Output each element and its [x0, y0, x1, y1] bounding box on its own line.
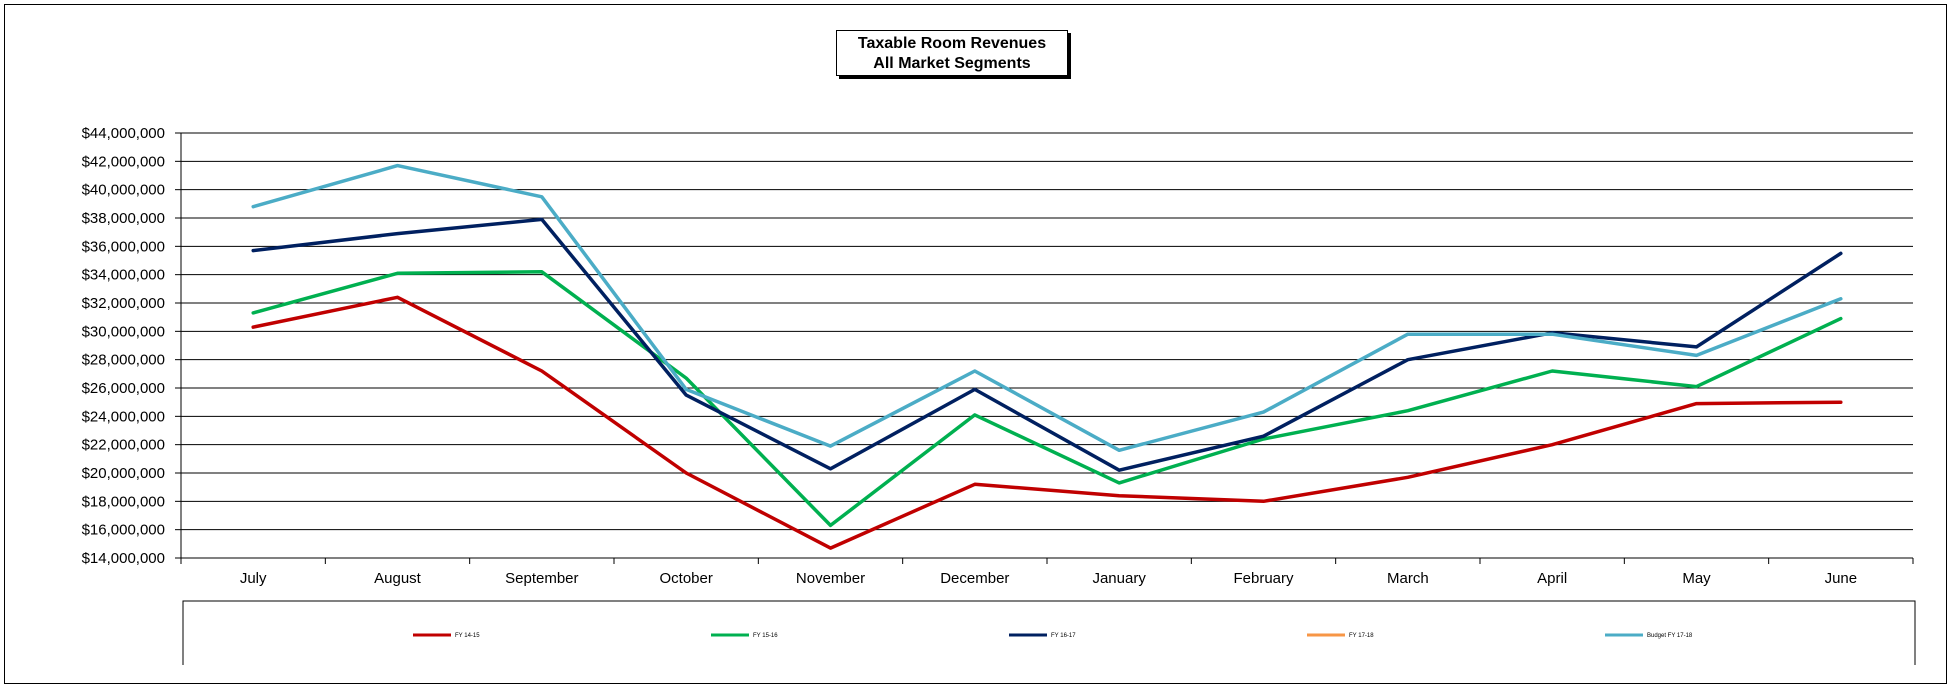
x-tick-label: May [1682, 570, 1711, 587]
series-line [251, 163, 1843, 453]
y-tick-label: $22,000,000 [82, 437, 165, 454]
y-tick-label: $16,000,000 [82, 522, 165, 539]
y-tick-label: $36,000,000 [82, 238, 165, 255]
x-tick-label: March [1387, 570, 1429, 587]
x-tick-label: December [940, 570, 1009, 587]
x-tick-label: February [1233, 570, 1294, 587]
x-tick-label: April [1537, 570, 1567, 587]
x-tick-label: November [796, 570, 865, 587]
y-tick-label: $30,000,000 [82, 323, 165, 340]
legend-label: FY 16-17 [1051, 633, 1076, 639]
chart-subtitle: All Market Segments [873, 55, 1031, 72]
y-tick-label: $42,000,000 [82, 153, 165, 170]
chart-title: Taxable Room Revenues [857, 35, 1047, 52]
x-tick-label: June [1825, 570, 1858, 587]
series-line [251, 217, 1843, 472]
legend [182, 600, 1916, 665]
legend-label: FY 17-18 [1349, 633, 1374, 639]
y-tick-label: $44,000,000 [82, 125, 165, 142]
legend-label: Budget FY 17-18 [1647, 633, 1693, 639]
series-line [251, 295, 1843, 550]
legend-label: FY 14-15 [455, 633, 480, 639]
chart-title-box: Taxable Room Revenues All Market Segment… [836, 30, 1068, 76]
x-tick-label: October [659, 570, 712, 587]
legend-label: FY 15-16 [753, 633, 778, 639]
y-tick-label: $32,000,000 [82, 295, 165, 312]
y-tick-label: $24,000,000 [82, 408, 165, 425]
y-tick-label: $14,000,000 [82, 550, 165, 567]
y-tick-label: $18,000,000 [82, 493, 165, 510]
y-tick-label: $40,000,000 [82, 182, 165, 199]
x-tick-label: July [240, 570, 267, 587]
line-chart: $44,000,000 $42,000,000 $40,000,000 $38,000… [82, 125, 1916, 665]
series-line [251, 270, 1843, 528]
y-tick-label: $26,000,000 [82, 380, 165, 397]
y-tick-label: $28,000,000 [82, 352, 165, 369]
x-tick-label: August [374, 570, 422, 587]
y-tick-label: $20,000,000 [82, 465, 165, 482]
y-tick-label: $34,000,000 [82, 267, 165, 284]
x-tick-label: January [1092, 570, 1146, 587]
y-tick-label: $38,000,000 [82, 210, 165, 227]
x-tick-label: September [505, 570, 578, 587]
